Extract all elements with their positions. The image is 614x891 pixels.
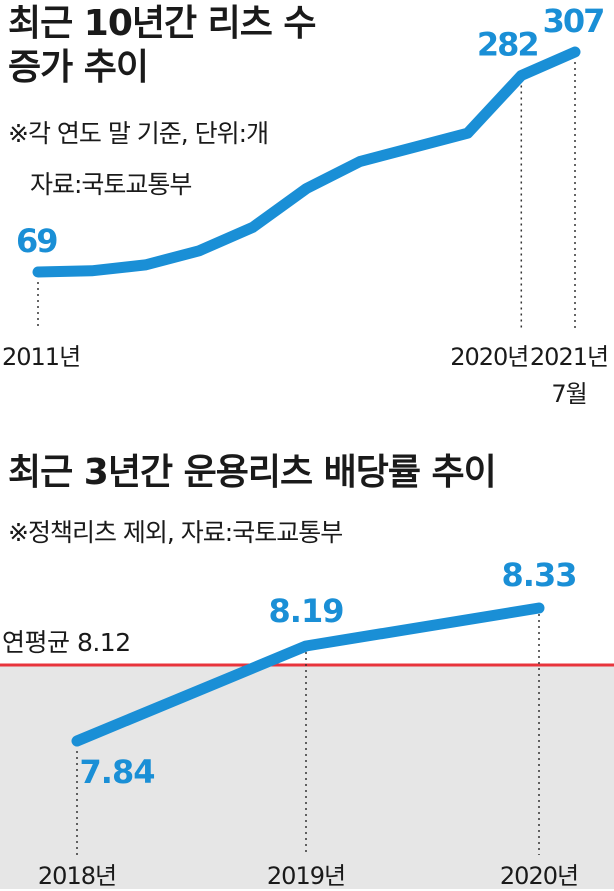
chart1-title-line2: 증가 추이 [8, 47, 149, 88]
chart1-data-label: 69 [16, 222, 57, 260]
chart2-data-label: 8.19 [269, 592, 344, 630]
chart2-series-line [71, 602, 545, 747]
chart1-series-line [32, 46, 581, 278]
chart1-x-tick-label: 2021년 [530, 343, 608, 371]
chart1-data-label: 282 [477, 26, 538, 64]
below-average-band [0, 665, 614, 889]
chart2-x-tick-label: 2018년 [38, 862, 116, 890]
chart2-data-label: 8.33 [502, 556, 577, 594]
chart2-data-label: 7.84 [80, 753, 155, 791]
chart2-x-tick-label: 2019년 [267, 862, 345, 890]
chart2-x-tick-label: 2020년 [500, 862, 578, 890]
chart1-title: 최근 10년간 리츠 수 증가 추이 [8, 2, 317, 90]
chart1-note-basis: ※각 연도 말 기준, 단위:개 [8, 119, 269, 148]
average-reference-label: 연평균 8.12 [2, 628, 131, 657]
chart1-x-tick-label: 7월 [551, 380, 586, 408]
chart1-title-line1: 최근 10년간 리츠 수 [8, 3, 317, 44]
chart1-x-tick-label: 2011년 [2, 343, 80, 371]
chart1-data-label: 307 [543, 2, 604, 40]
chart1-note-source: 자료:국토교통부 [30, 170, 192, 199]
chart2-note: ※정책리츠 제외, 자료:국토교통부 [8, 518, 343, 547]
chart1-x-tick-label: 2020년 [450, 343, 528, 371]
chart2-title: 최근 3년간 운용리츠 배당률 추이 [8, 452, 497, 493]
